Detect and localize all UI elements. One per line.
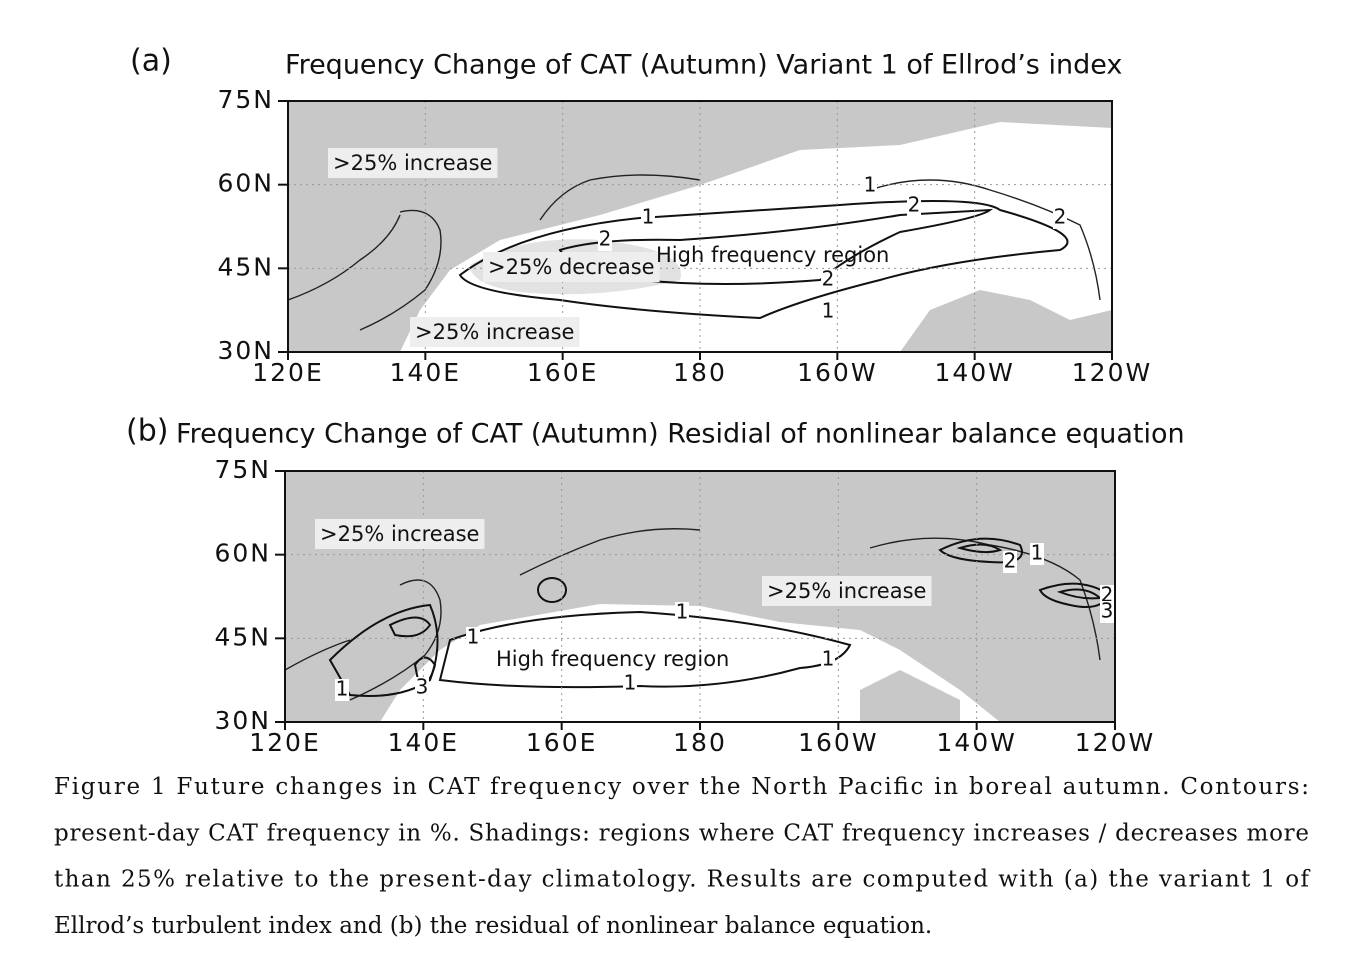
coastline [287,214,401,301]
coastline [519,528,701,576]
y-tick-label: 60N [214,539,271,568]
contour [536,577,568,603]
contour-label-bg [821,269,835,291]
panel-label: (b) [126,414,168,449]
contour-label-bg [821,649,835,671]
caption-line: Ellrod’s turbulent index and (b) the res… [54,913,932,939]
x-tick-label: 120E [252,358,324,387]
contour-label: 1 [336,677,349,701]
caption-line: present-day CAT frequency in %. Shadings… [54,820,1309,846]
annotation: >25% increase [333,151,492,175]
contour-label: 1 [624,671,637,695]
y-tick-label: 45N [217,252,274,281]
x-tick-label: 160W [798,728,878,757]
contour-label: 2 [908,193,921,217]
contour [388,616,432,638]
contour-label-bg [623,673,637,695]
contour-label: 1 [822,647,835,671]
contour-label-bg [415,677,429,699]
contour-label-bg [675,602,689,624]
map-frame [284,470,1116,723]
annotation-box [762,576,932,606]
contour-label-bg [335,679,349,701]
annotation: >25% increase [767,579,926,603]
y-tick-label: 75N [214,455,271,484]
coastline [284,639,351,671]
annotation: High frequency region [496,647,729,671]
x-tick-label: 120E [249,728,321,757]
x-tick-label: 140W [934,358,1014,387]
coastline [539,174,701,221]
annotation-box [410,317,580,347]
y-tick-label: 60N [217,169,274,198]
contour [328,603,439,697]
contour [938,537,1023,564]
contour-label-bg [863,175,877,197]
contour-label: 1 [642,205,655,229]
annotation: High frequency region [656,243,889,267]
x-tick-label: 180 [673,358,727,387]
x-tick-label: 120W [1072,358,1152,387]
contour-label: 3 [416,675,429,699]
contour-label: 1 [1031,541,1044,565]
y-tick-label: 30N [214,706,271,735]
contour-label-bg [821,301,835,323]
contour-label: 1 [676,600,689,624]
y-tick-label: 75N [217,85,274,114]
caption-line: than 25% relative to the present-day cli… [54,867,1310,893]
contour-label: 2 [1054,205,1067,229]
x-tick-label: 160W [797,358,877,387]
annotation: >25% increase [320,522,479,546]
y-tick-label: 45N [214,622,271,651]
map-frame [287,100,1113,353]
x-tick-label: 140E [388,728,460,757]
contour-label: 3 [1101,599,1114,623]
x-tick-label: 140E [390,358,462,387]
x-tick-label: 120W [1075,728,1155,757]
annotation-box [328,148,498,178]
x-tick-label: 140W [936,728,1016,757]
contour-label-bg [1030,543,1044,565]
y-tick-label: 30N [217,336,274,365]
annotation: >25% increase [415,320,574,344]
contour-label: 2 [599,227,612,251]
coastline [359,209,442,331]
contour-label: 1 [822,299,835,323]
x-tick-label: 160E [526,728,598,757]
contour-label: 2 [822,267,835,291]
contour-label: 2 [1101,583,1114,607]
panel-title: Frequency Change of CAT (Autumn) Variant… [285,50,1122,81]
increase-shading [285,471,1115,722]
increase-shading [660,110,800,150]
contour-label: 1 [864,173,877,197]
contour [458,200,1069,320]
contour-label-bg [641,207,655,229]
x-tick-label: 180 [673,728,727,757]
contour-label: 1 [467,625,480,649]
contour-label-bg [598,229,612,251]
panel-label: (a) [130,44,172,79]
contour-label-bg [1003,551,1017,573]
contour [1038,582,1112,608]
annotation: >25% decrease [488,255,655,279]
annotation-box [483,252,660,282]
coastline [869,179,1101,301]
increase-shading [900,290,1112,352]
x-tick-label: 160E [527,358,599,387]
contour [956,543,1003,554]
caption-line: Figure 1 Future changes in CAT frequency… [54,774,1309,800]
contour-label-bg [1100,601,1114,623]
contour-label-bg [466,627,480,649]
contour-label: 2 [1004,549,1017,573]
panel-title: Frequency Change of CAT (Autumn) Residia… [176,419,1185,450]
contour-label-bg [1053,207,1067,229]
annotation-box [315,519,485,549]
increase-shading [860,670,960,722]
contour-label-bg [907,195,921,217]
